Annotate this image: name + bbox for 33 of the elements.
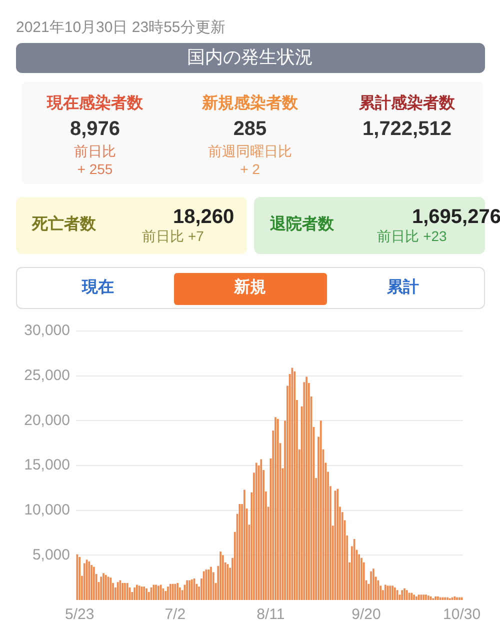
y-tick-label: 25,000 xyxy=(24,366,70,384)
x-tick-label: 5/23 xyxy=(64,606,94,624)
text: 前日比 xyxy=(74,143,116,160)
text: 前週同曜日比 xyxy=(208,143,292,160)
text: 1,722,512 xyxy=(362,118,452,141)
x-tick-label: 9/20 xyxy=(352,606,381,624)
text: 新規感染者数 xyxy=(202,95,298,114)
text: 18,260 xyxy=(173,206,234,229)
text: 現在 xyxy=(82,279,114,298)
text: 累計 xyxy=(387,279,419,298)
text: + 2 xyxy=(240,161,260,178)
text: 285 xyxy=(233,118,267,141)
text: 死亡者数 xyxy=(32,216,96,234)
x-tick-label: 7/2 xyxy=(164,606,186,624)
text: 現在感染者数 xyxy=(47,95,143,114)
text: 2021年10月30日 23時55分更新 xyxy=(16,19,226,36)
x-tick-label: 10/30 xyxy=(443,606,481,624)
text: 累計感染者数 xyxy=(359,95,455,114)
y-tick-label: 15,000 xyxy=(24,456,70,474)
text: + 255 xyxy=(77,161,113,178)
y-tick-label: 10,000 xyxy=(24,501,70,518)
text: 新規 xyxy=(234,279,266,298)
text: 前日比 +23 xyxy=(377,228,447,244)
y-tick-label: 5,000 xyxy=(32,546,70,564)
y-tick-label: 20,000 xyxy=(24,412,70,429)
tab-button[interactable] xyxy=(174,273,327,305)
text: 退院者数 xyxy=(270,216,334,234)
x-tick-label: 8/11 xyxy=(256,606,285,624)
y-tick-label: 30,000 xyxy=(24,322,70,340)
text: 1,695,276 xyxy=(412,206,500,229)
text: 国内の発生状況 xyxy=(187,47,313,68)
text: 前日比 +7 xyxy=(142,228,204,244)
text: 8,976 xyxy=(70,118,120,141)
